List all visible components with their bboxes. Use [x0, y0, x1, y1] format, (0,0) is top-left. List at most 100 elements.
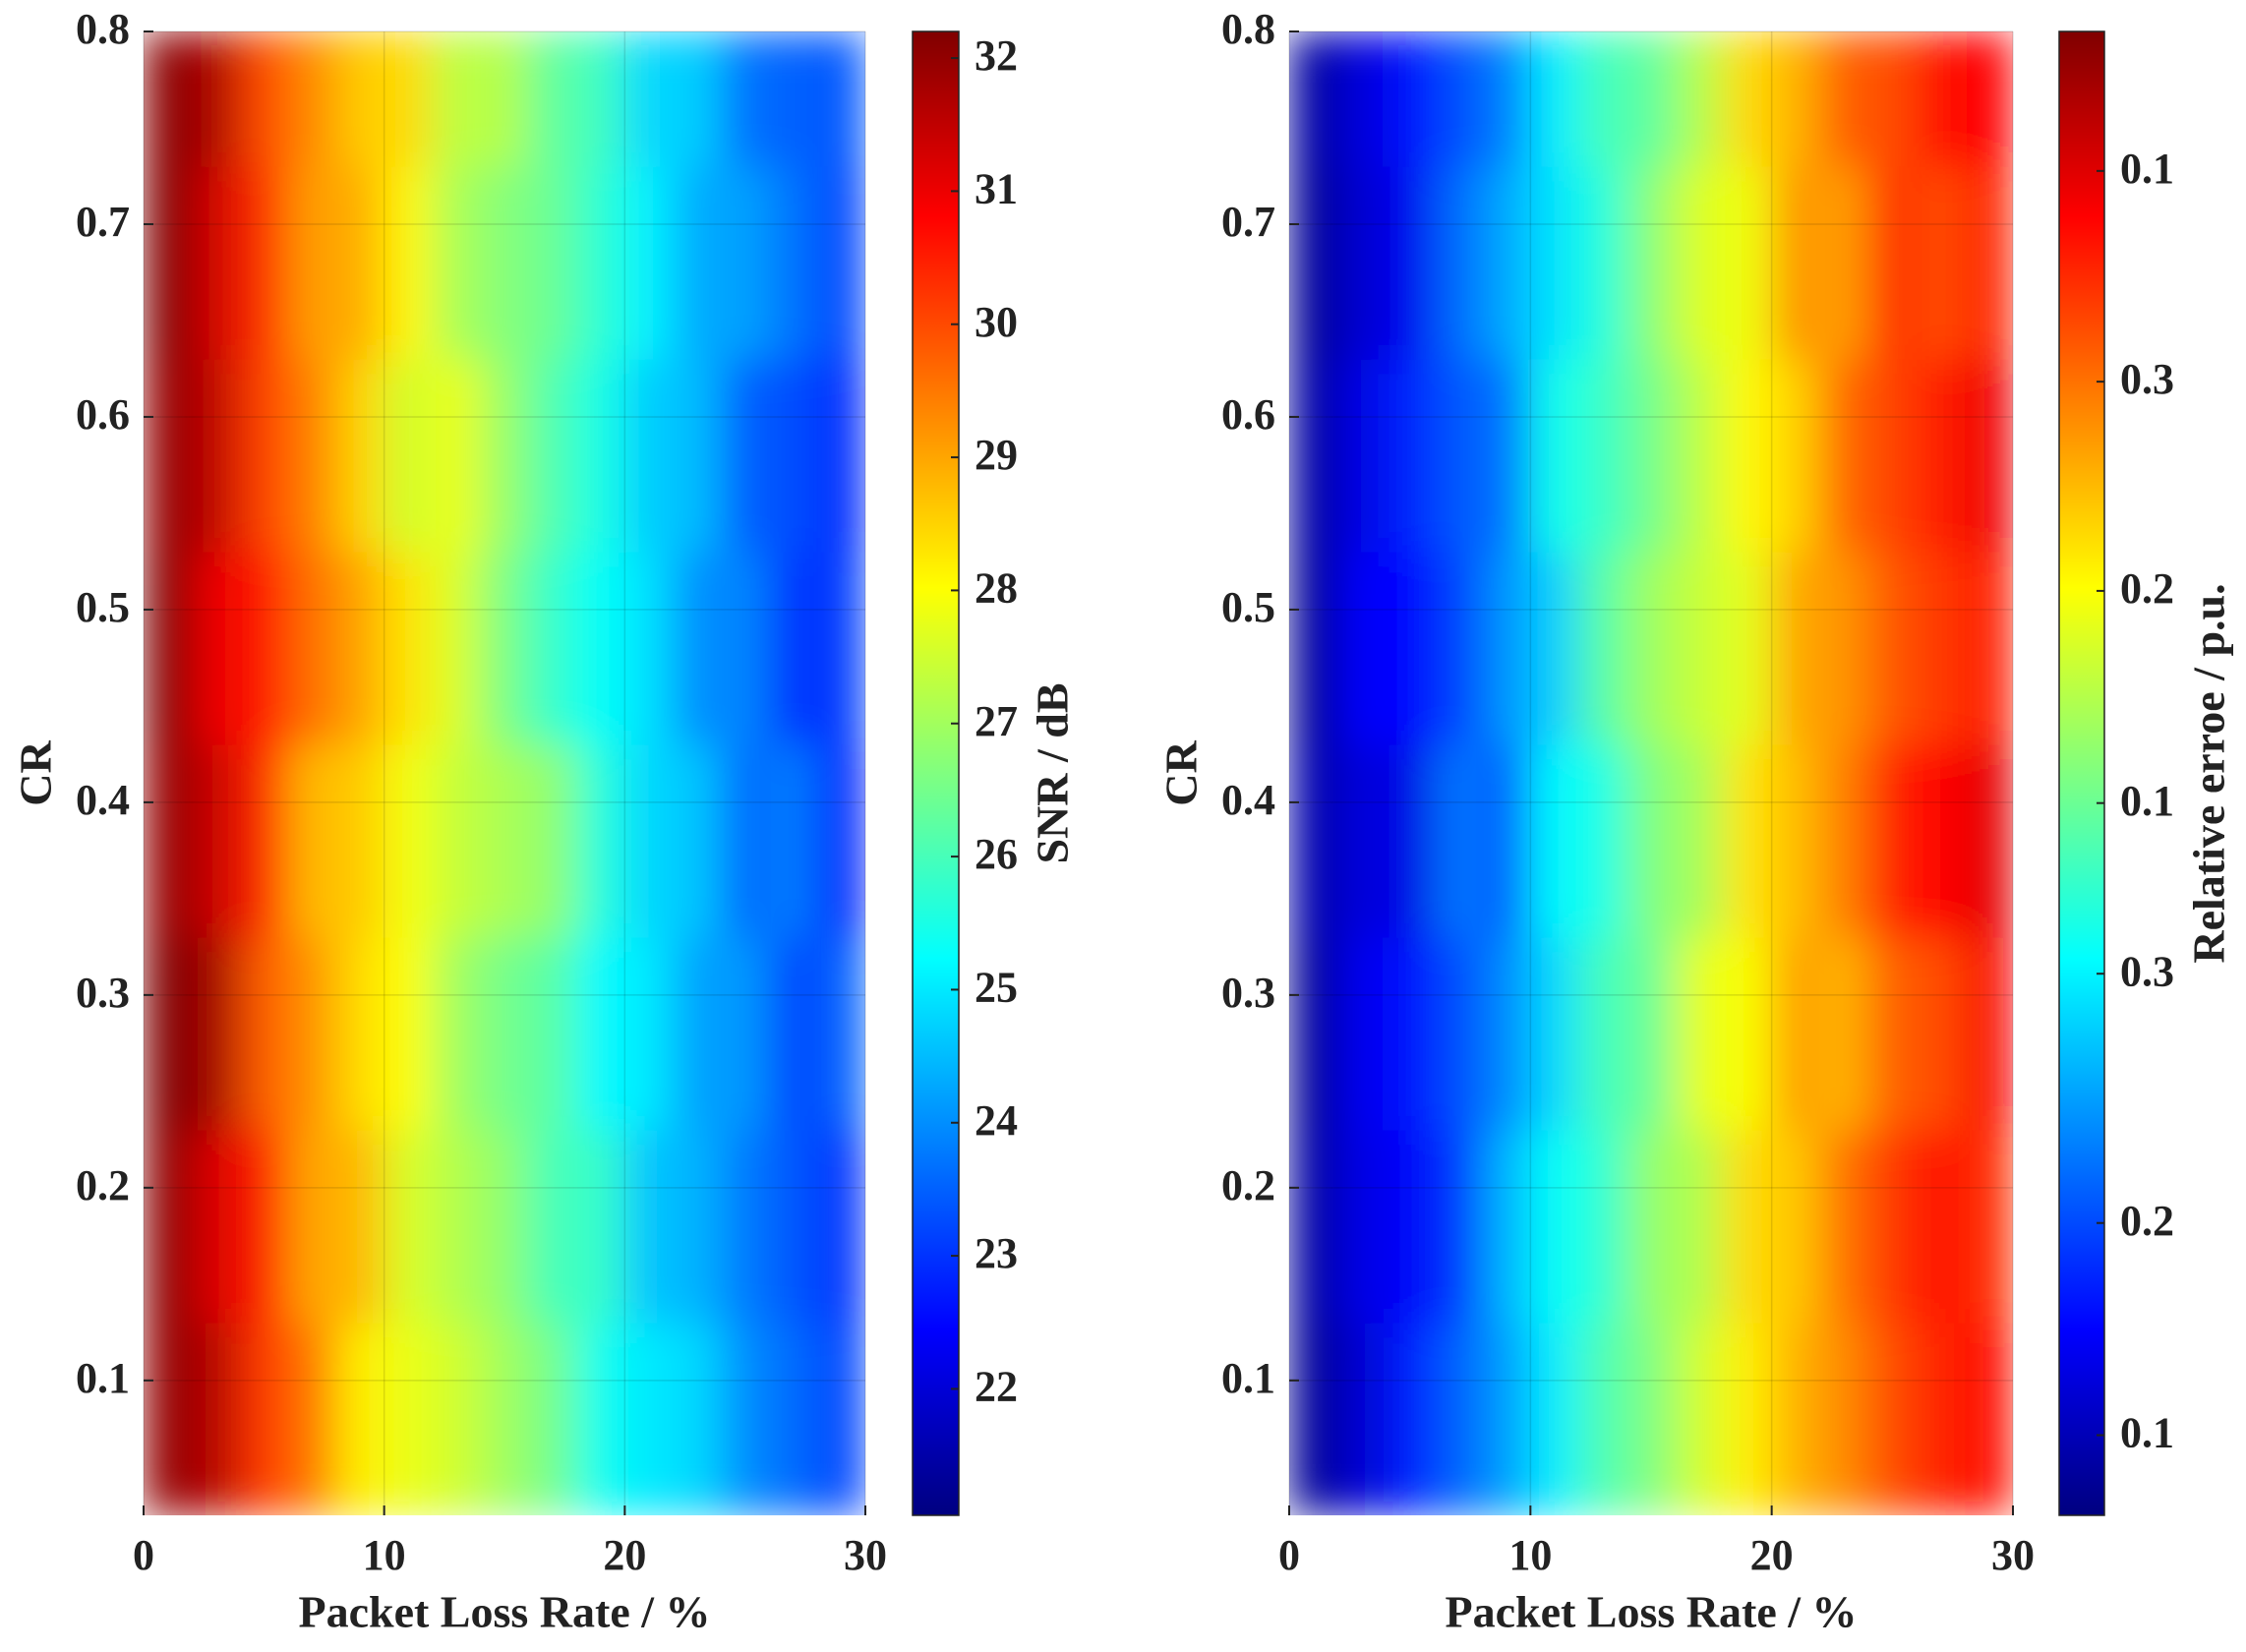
- heatmap-cell: [1336, 358, 1387, 553]
- heatmap-cell: [672, 936, 722, 1131]
- heatmap-cell: [1481, 165, 1531, 360]
- x-tick-label: 10: [1508, 1531, 1552, 1579]
- colorbar-tick-label: 29: [975, 431, 1018, 479]
- heatmap-cell: [768, 743, 818, 938]
- heatmap-cell: [144, 551, 193, 745]
- y-tick-label: 0.2: [76, 1161, 130, 1210]
- colorbar-tick-label: 0.3: [2120, 355, 2174, 403]
- heatmap-cell: [623, 1322, 674, 1515]
- heatmap-cell: [335, 358, 385, 553]
- heatmap-cell: [1723, 165, 1773, 360]
- colorbar-tick-label: 26: [975, 830, 1018, 878]
- heatmap-cell: [480, 936, 529, 1131]
- x-axis-label: Packet Loss Rate / %: [1445, 1587, 1857, 1637]
- heatmap-cell: [1916, 165, 1966, 360]
- heatmap-cell: [1577, 1322, 1627, 1515]
- heatmap-cell: [287, 31, 337, 167]
- colorbar-tick-label: 30: [975, 298, 1018, 346]
- x-tick-label: 20: [603, 1531, 646, 1579]
- heatmap-cell: [384, 165, 434, 360]
- heatmap-cell: [720, 31, 770, 167]
- heatmap-cell: [1723, 31, 1773, 167]
- heatmap-cells: [1289, 31, 2013, 1515]
- heatmap-cell: [1771, 31, 1821, 167]
- heatmap-cell: [335, 1129, 385, 1324]
- colorbar-tick-label: 25: [975, 964, 1018, 1012]
- heatmap-cell: [384, 936, 434, 1131]
- heatmap-cell: [384, 1322, 434, 1515]
- heatmap-cell: [1385, 358, 1435, 553]
- heatmap-cell: [1336, 1129, 1387, 1324]
- heatmap-cell: [1385, 743, 1435, 938]
- heatmap-cell: [527, 551, 577, 745]
- heatmap-cell: [575, 551, 625, 745]
- heatmap-cell: [191, 1129, 241, 1324]
- colorbar-tick-label: 22: [975, 1363, 1018, 1411]
- heatmap-cell: [720, 936, 770, 1131]
- colorbar: [2058, 30, 2105, 1516]
- heatmap-cell: [527, 743, 577, 938]
- heatmap-cell: [720, 165, 770, 360]
- heatmap-cell: [1675, 31, 1725, 167]
- heatmap-cell: [1771, 743, 1821, 938]
- heatmap-cell: [1433, 936, 1483, 1131]
- heatmap-cell: [239, 551, 289, 745]
- x-tick-label: 30: [844, 1531, 887, 1579]
- heatmap-cell: [1723, 551, 1773, 745]
- heatmap-cell: [1771, 165, 1821, 360]
- heatmap-cell: [1577, 165, 1627, 360]
- heatmap-cell: [575, 743, 625, 938]
- heatmap-cell: [672, 31, 722, 167]
- x-tick-label: 0: [1278, 1531, 1300, 1579]
- heatmap-cells: [144, 31, 865, 1515]
- x-tick-label: 10: [363, 1531, 406, 1579]
- heatmap-cell: [575, 936, 625, 1131]
- heatmap-cell: [1385, 1129, 1435, 1324]
- heatmap-cell: [1529, 743, 1579, 938]
- heatmap-cell: [1964, 551, 2013, 745]
- heatmap-cell: [720, 1322, 770, 1515]
- y-tick-label: 0.5: [1221, 583, 1275, 631]
- heatmap-cell: [1819, 1129, 1869, 1324]
- heatmap-cell: [1577, 358, 1627, 553]
- y-axis-label: CR: [11, 740, 61, 806]
- heatmap-cell: [287, 358, 337, 553]
- heatmap-cell: [1819, 31, 1869, 167]
- heatmap-cell: [1385, 936, 1435, 1131]
- heatmap-cell: [623, 936, 674, 1131]
- heatmap-cell: [1577, 743, 1627, 938]
- heatmap-cell: [287, 936, 337, 1131]
- heatmap-cell: [527, 165, 577, 360]
- heatmap-cell: [1385, 1322, 1435, 1515]
- heatmap-cell: [239, 1129, 289, 1324]
- heatmap-cell: [1529, 31, 1579, 167]
- heatmap-cell: [191, 165, 241, 360]
- heatmap-cell: [144, 936, 193, 1131]
- heatmap-cell: [1577, 551, 1627, 745]
- heatmap-cell: [575, 165, 625, 360]
- heatmap-cell: [1625, 936, 1677, 1131]
- heatmap-cell: [1481, 1129, 1531, 1324]
- heatmap-cell: [144, 31, 193, 167]
- heatmap-cell: [1577, 1129, 1627, 1324]
- heatmap-cell: [1625, 1322, 1677, 1515]
- heatmap-cell: [480, 1322, 529, 1515]
- heatmap-cell: [1675, 358, 1725, 553]
- heatmap-cell: [816, 1129, 865, 1324]
- y-tick-label: 0.3: [1221, 969, 1275, 1017]
- heatmap-cell: [1433, 31, 1483, 167]
- heatmap-cell: [287, 1322, 337, 1515]
- heatmap-cell: [1916, 743, 1966, 938]
- heatmap-cell: [1481, 31, 1531, 167]
- colorbar-tick-label: 28: [975, 564, 1018, 613]
- heatmap-cell: [191, 743, 241, 938]
- heatmap-cell: [384, 358, 434, 553]
- heatmap-cell: [1723, 1129, 1773, 1324]
- heatmap-cell: [1336, 551, 1387, 745]
- heatmap-cell: [816, 165, 865, 360]
- heatmap-cell: [287, 551, 337, 745]
- heatmap-cell: [672, 551, 722, 745]
- heatmap-area: [144, 31, 865, 1515]
- y-tick-label: 0.1: [76, 1354, 130, 1402]
- heatmap-cell: [623, 31, 674, 167]
